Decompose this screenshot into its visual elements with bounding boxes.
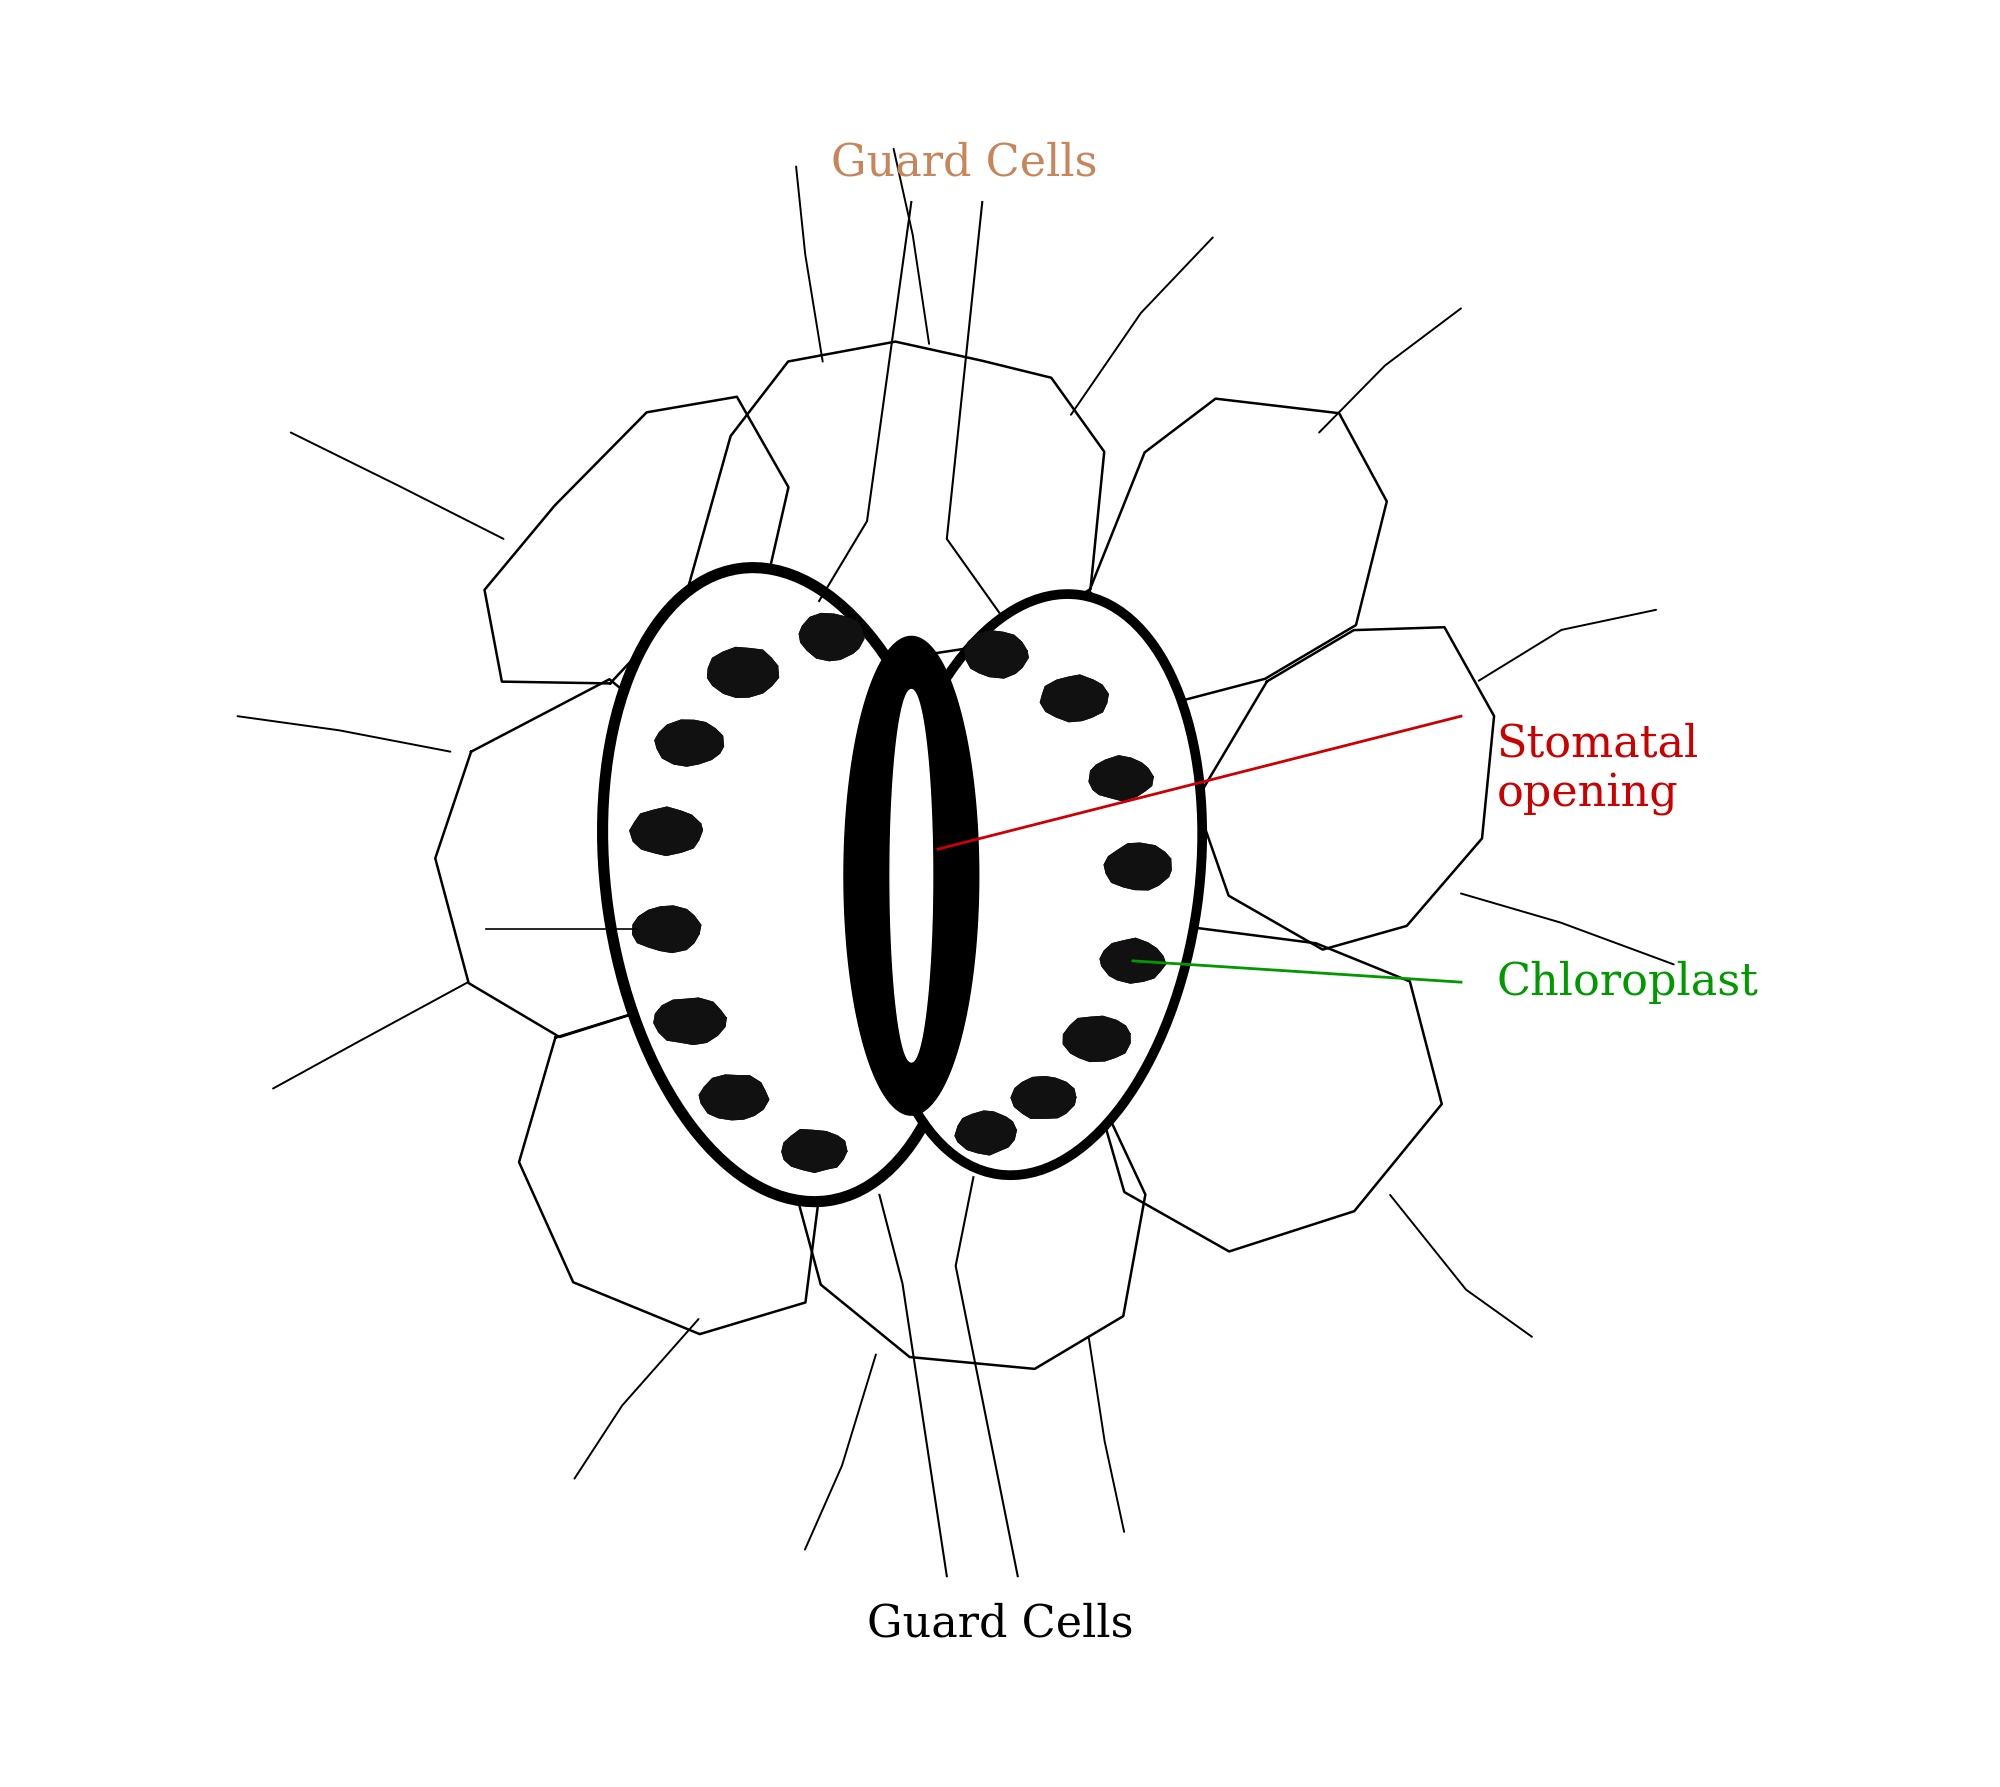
- Polygon shape: [966, 631, 1028, 677]
- Polygon shape: [700, 1076, 768, 1120]
- Text: Stomatal
opening: Stomatal opening: [1496, 722, 1698, 817]
- Polygon shape: [1040, 675, 1108, 722]
- Polygon shape: [708, 647, 778, 697]
- Polygon shape: [1012, 1078, 1076, 1119]
- Text: Guard Cells: Guard Cells: [866, 1603, 1134, 1646]
- Polygon shape: [1064, 1017, 1130, 1061]
- Polygon shape: [890, 690, 932, 1061]
- Polygon shape: [956, 1112, 1016, 1154]
- Polygon shape: [654, 999, 726, 1044]
- Text: Guard Cells: Guard Cells: [832, 141, 1098, 184]
- Text: Chloroplast: Chloroplast: [1496, 961, 1758, 1004]
- Polygon shape: [630, 808, 702, 856]
- Polygon shape: [1100, 938, 1166, 983]
- Polygon shape: [1104, 843, 1172, 890]
- Polygon shape: [1090, 756, 1154, 801]
- Polygon shape: [800, 613, 864, 661]
- Polygon shape: [654, 720, 724, 767]
- Polygon shape: [844, 636, 978, 1115]
- Polygon shape: [632, 906, 700, 952]
- Ellipse shape: [876, 593, 1202, 1176]
- Ellipse shape: [602, 568, 964, 1201]
- Polygon shape: [782, 1129, 846, 1172]
